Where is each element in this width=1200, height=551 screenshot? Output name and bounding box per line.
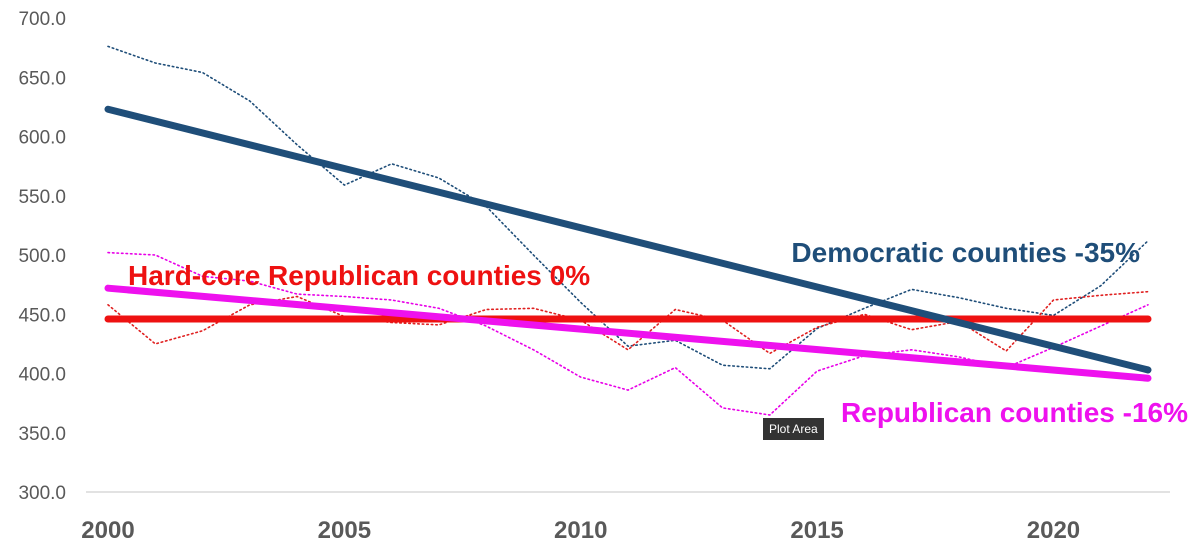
- trend-line-rep: [104, 284, 1152, 382]
- x-tick-label: 2015: [790, 517, 843, 544]
- y-tick-label: 400.0: [18, 365, 66, 386]
- y-tick-label: 700.0: [18, 9, 66, 30]
- y-tick-label: 550.0: [18, 187, 66, 208]
- x-tick-label: 2010: [554, 517, 607, 544]
- x-tick-label: 2020: [1027, 517, 1080, 544]
- y-axis-tick-labels: 300.0 350.0 400.0 450.0 500.0 550.0 600.0 650.0…: [18, 9, 66, 504]
- trend-line-dem: [104, 105, 1152, 374]
- x-tick-label: 2005: [318, 517, 371, 544]
- annotation-rep: Republican counties -16%: [841, 397, 1188, 428]
- y-tick-label: 350.0: [18, 424, 66, 445]
- annotation-dem: Democratic counties -35%: [791, 237, 1140, 268]
- y-tick-label: 600.0: [18, 128, 66, 149]
- y-tick-label: 300.0: [18, 483, 66, 504]
- y-tick-label: 450.0: [18, 305, 66, 326]
- x-axis-tick-labels: 2000 2005 2010 2015 2020: [81, 517, 1080, 544]
- plot-area-tooltip: Plot Area: [763, 418, 824, 440]
- series-line-dem: [107, 45, 1149, 370]
- series-annotations: Democratic counties -35% Hard-core Republ…: [128, 237, 1188, 428]
- x-tick-label: 2000: [81, 517, 134, 544]
- series-line-hcrep: [107, 290, 1149, 355]
- series-lines: [104, 45, 1152, 416]
- annotation-hcrep: Hard-core Republican counties 0%: [128, 260, 590, 291]
- y-tick-label: 500.0: [18, 246, 66, 267]
- y-tick-label: 650.0: [18, 68, 66, 89]
